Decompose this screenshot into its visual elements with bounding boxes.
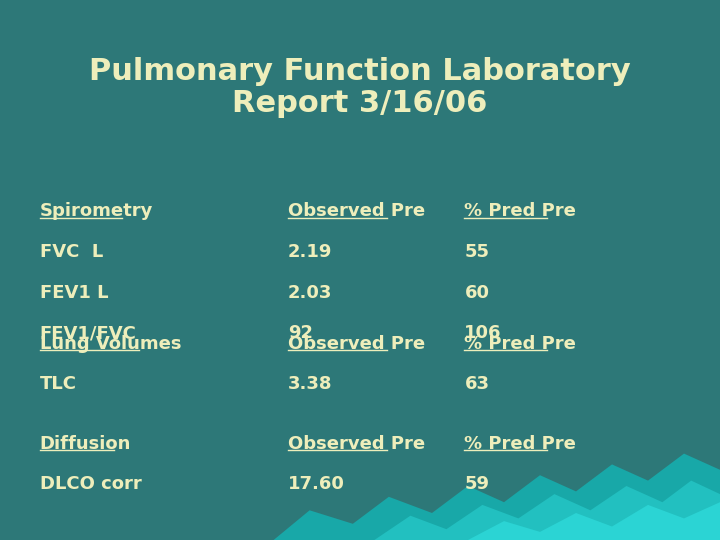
Text: Lung Volumes: Lung Volumes: [40, 335, 181, 353]
Polygon shape: [468, 502, 720, 540]
Text: Observed Pre: Observed Pre: [288, 435, 425, 453]
Text: 92: 92: [288, 324, 313, 342]
Text: 59: 59: [464, 475, 490, 493]
Text: 106: 106: [464, 324, 502, 342]
Text: Diffusion: Diffusion: [40, 435, 131, 453]
Text: Observed Pre: Observed Pre: [288, 202, 425, 220]
Text: % Pred Pre: % Pred Pre: [464, 435, 576, 453]
Text: 60: 60: [464, 284, 490, 301]
Text: 3.38: 3.38: [288, 375, 333, 393]
Text: Spirometry: Spirometry: [40, 202, 153, 220]
Text: FEV1 L: FEV1 L: [40, 284, 108, 301]
Text: Observed Pre: Observed Pre: [288, 335, 425, 353]
Text: % Pred Pre: % Pred Pre: [464, 335, 576, 353]
Polygon shape: [274, 454, 720, 540]
Text: DLCO corr: DLCO corr: [40, 475, 141, 493]
Text: 55: 55: [464, 243, 490, 261]
Text: TLC: TLC: [40, 375, 76, 393]
Text: 2.03: 2.03: [288, 284, 333, 301]
Text: 17.60: 17.60: [288, 475, 345, 493]
Text: FEV1/FVC: FEV1/FVC: [40, 324, 137, 342]
Text: Pulmonary Function Laboratory
Report 3/16/06: Pulmonary Function Laboratory Report 3/1…: [89, 57, 631, 118]
Polygon shape: [374, 481, 720, 540]
Text: 2.19: 2.19: [288, 243, 333, 261]
Text: 63: 63: [464, 375, 490, 393]
Text: % Pred Pre: % Pred Pre: [464, 202, 576, 220]
Text: FVC  L: FVC L: [40, 243, 103, 261]
